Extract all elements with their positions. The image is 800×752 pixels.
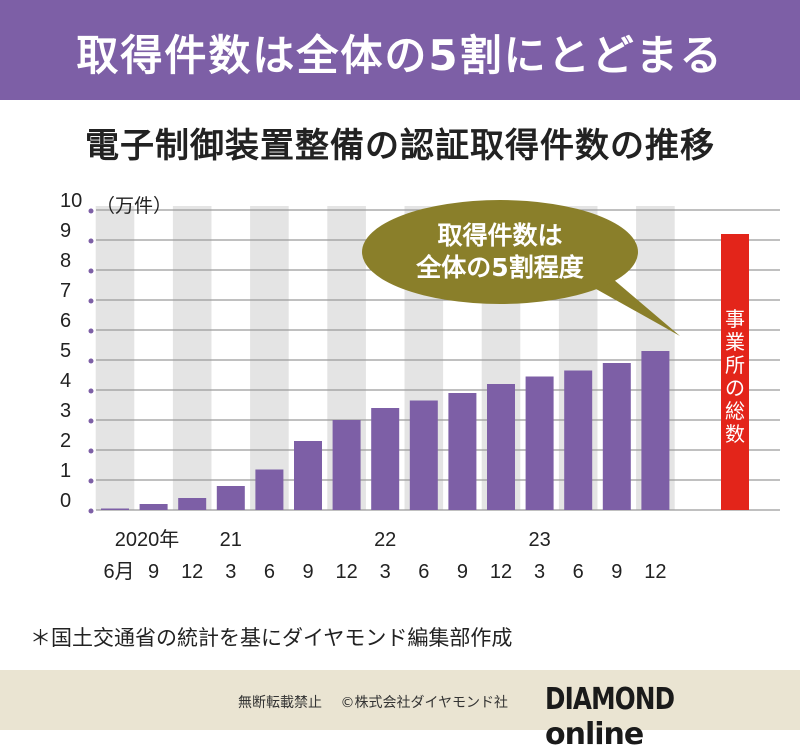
tick-dot xyxy=(88,238,94,244)
year-label: 23 xyxy=(528,529,550,551)
bar xyxy=(332,420,361,510)
x-tick-label: 6 xyxy=(418,561,429,583)
total-bar-label-char: の xyxy=(725,376,745,400)
year-label: 2020年 xyxy=(115,528,180,551)
callout-text: 取得件数は xyxy=(437,221,562,250)
x-tick-label: 3 xyxy=(534,561,545,583)
y-unit-label: （万件） xyxy=(96,195,172,217)
x-tick-label: 12 xyxy=(490,561,512,583)
y-tick-label: 8 xyxy=(60,250,71,272)
bar xyxy=(448,393,477,510)
headline-banner: 取得件数は全体の5割にとどまる xyxy=(0,0,800,100)
bar xyxy=(602,363,631,510)
total-bar-label-char: 業 xyxy=(725,330,745,354)
y-tick-label: 3 xyxy=(60,400,71,422)
y-tick-label: 10 xyxy=(60,190,82,212)
y-tick-label: 2 xyxy=(60,430,71,452)
bar xyxy=(216,486,245,510)
callout-text: 全体の5割程度 xyxy=(415,253,583,282)
y-tick-label: 9 xyxy=(60,220,71,242)
x-tick-label: 6 xyxy=(264,561,275,583)
y-tick-label: 0 xyxy=(60,490,71,512)
total-bar xyxy=(721,234,749,510)
bar xyxy=(371,408,400,510)
callout-bubble xyxy=(362,200,638,304)
column-stripe xyxy=(250,206,289,510)
column-stripe xyxy=(95,206,135,510)
total-bar-label-char: 所 xyxy=(725,353,745,377)
tick-dot xyxy=(88,388,94,394)
y-tick-label: 6 xyxy=(60,310,71,332)
tick-dot xyxy=(88,418,94,424)
x-tick-label: 12 xyxy=(644,561,666,583)
y-tick-label: 7 xyxy=(60,280,71,302)
column-stripe xyxy=(172,206,212,510)
bar xyxy=(255,469,284,510)
bar xyxy=(409,400,438,510)
brand-suffix: online xyxy=(545,717,644,752)
x-tick-label: 6月 xyxy=(103,561,134,583)
bar xyxy=(641,351,670,510)
y-tick-label: 5 xyxy=(60,340,71,362)
bar xyxy=(139,504,168,510)
year-label: 22 xyxy=(374,529,396,551)
total-bar-label-char: 数 xyxy=(725,422,745,446)
y-tick-label: 4 xyxy=(60,370,71,392)
x-tick-label: 12 xyxy=(335,561,357,583)
bar xyxy=(525,376,554,510)
year-label: 21 xyxy=(220,529,242,551)
tick-dot xyxy=(88,328,94,334)
copyright-text: 無断転載禁止 ©株式会社ダイヤモンド社 xyxy=(238,695,509,711)
tick-dot xyxy=(88,208,94,214)
tick-dot xyxy=(88,448,94,454)
brand-name: DIAMOND xyxy=(545,682,675,717)
chart-title: 電子制御装置整備の認証取得件数の推移 xyxy=(85,126,715,166)
x-tick-label: 3 xyxy=(225,561,236,583)
x-tick-label: 9 xyxy=(611,561,622,583)
source-note: ＊国土交通省の統計を基にダイヤモンド編集部作成 xyxy=(30,626,513,650)
x-tick-label: 9 xyxy=(148,561,159,583)
bar xyxy=(487,384,515,510)
bar xyxy=(178,498,207,510)
y-tick-label: 1 xyxy=(60,460,71,482)
footer: 無断転載禁止 ©株式会社ダイヤモンド社 DIAMOND online xyxy=(0,670,800,752)
x-tick-label: 9 xyxy=(457,561,468,583)
headline: 取得件数は全体の5割にとどまる xyxy=(76,31,724,80)
bar xyxy=(564,370,593,510)
total-bar-label-char: 総 xyxy=(725,399,745,423)
bar xyxy=(294,441,322,510)
brand-logo: DIAMOND online xyxy=(545,682,800,752)
x-tick-label: 12 xyxy=(181,561,203,583)
tick-dot xyxy=(88,268,94,274)
x-tick-label: 6 xyxy=(573,561,584,583)
total-bar-label-char: 事 xyxy=(725,307,745,331)
tick-dot xyxy=(88,508,94,514)
tick-dot xyxy=(88,298,94,304)
tick-dot xyxy=(88,478,94,484)
bar xyxy=(101,508,129,510)
x-tick-label: 3 xyxy=(380,561,391,583)
tick-dot xyxy=(88,358,94,364)
x-tick-label: 9 xyxy=(302,561,313,583)
